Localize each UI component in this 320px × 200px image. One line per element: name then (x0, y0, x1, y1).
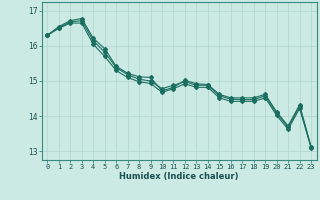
X-axis label: Humidex (Indice chaleur): Humidex (Indice chaleur) (119, 172, 239, 181)
